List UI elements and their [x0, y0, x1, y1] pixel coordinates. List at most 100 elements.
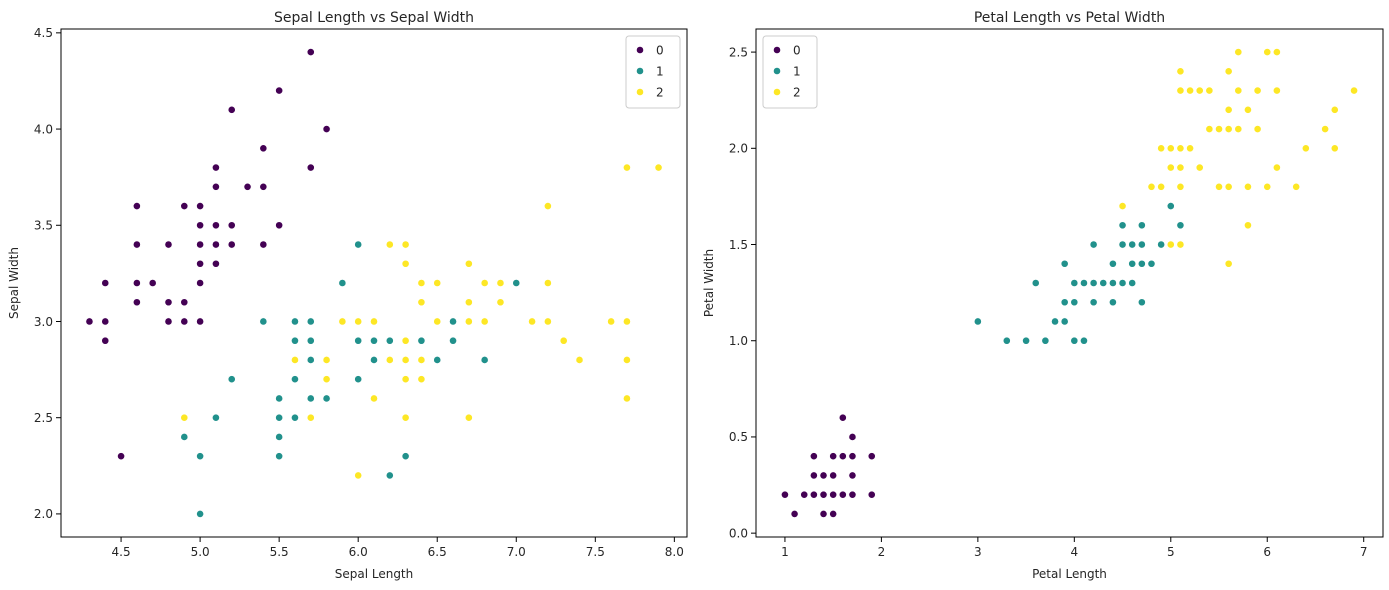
petal-data-points	[781, 48, 1358, 518]
sepal-point-class-2	[401, 336, 410, 345]
petal-point-class-2	[1118, 202, 1127, 210]
sepal-x-tick-label: 4.5	[112, 545, 131, 559]
sepal-point-class-1	[306, 356, 315, 364]
sepal-point-class-0	[227, 240, 236, 249]
sepal-point-class-1	[291, 375, 299, 384]
sepal-point-class-2	[354, 471, 363, 480]
sepal-point-class-2	[496, 298, 505, 307]
sepal-point-class-0	[101, 336, 110, 345]
petal-axes-frame	[755, 28, 1384, 538]
sepal-point-class-1	[449, 336, 457, 345]
sepal-point-class-2	[623, 317, 631, 326]
sepal-point-class-2	[623, 394, 631, 403]
sepal-point-class-1	[322, 394, 331, 403]
petal-point-class-0	[838, 490, 847, 499]
sepal-point-class-0	[180, 202, 189, 210]
sepal-point-class-1	[291, 413, 299, 422]
sepal-legend-label-class-0: 0	[656, 43, 664, 57]
petal-point-class-2	[1224, 182, 1233, 191]
petal-point-class-1	[1157, 240, 1166, 249]
sepal-point-class-0	[132, 279, 141, 287]
petal-point-class-0	[781, 490, 789, 499]
sepal-point-class-0	[306, 48, 315, 56]
sepal-point-class-1	[196, 510, 205, 518]
sepal-point-class-2	[464, 317, 473, 326]
sepal-point-class-1	[227, 375, 236, 384]
sepal-point-class-2	[401, 356, 410, 364]
sepal-y-tick-label: 4.0	[34, 122, 53, 136]
sepal-point-class-2	[607, 317, 616, 326]
petal-point-class-2	[1176, 67, 1185, 76]
petal-point-class-2	[1224, 259, 1233, 268]
petal-point-class-1	[1089, 279, 1098, 287]
petal-point-class-2	[1166, 144, 1175, 153]
sepal-point-class-1	[370, 336, 378, 345]
sepal-point-class-2	[464, 298, 473, 307]
sepal-point-class-2	[417, 375, 426, 384]
sepal-point-class-2	[433, 279, 442, 287]
sepal-point-class-2	[306, 413, 315, 422]
petal-point-class-1	[1041, 336, 1050, 345]
sepal-point-class-0	[196, 221, 205, 230]
sepal-point-class-1	[306, 336, 315, 345]
petal-point-class-2	[1215, 125, 1223, 133]
sepal-point-class-2	[543, 202, 552, 210]
petal-point-class-1	[1147, 259, 1156, 268]
petal-point-class-0	[848, 471, 857, 480]
petal-point-class-1	[973, 317, 982, 326]
sepal-point-class-1	[212, 413, 220, 422]
petal-x-tick-label: 2	[878, 545, 886, 559]
petal-y-tick-label: 0.0	[729, 526, 748, 540]
petal-point-class-2	[1186, 86, 1194, 95]
sepal-point-class-2	[401, 413, 410, 422]
sepal-point-class-2	[370, 394, 378, 403]
petal-legend: 0 1 2	[762, 35, 818, 109]
sepal-y-tick-label: 2.5	[34, 411, 53, 425]
petal-legend-marker-class-2	[773, 88, 781, 96]
petal-x-tick-label: 3	[974, 545, 982, 559]
petal-legend-label-class-0: 0	[793, 43, 801, 57]
petal-point-class-1	[1060, 259, 1069, 268]
sepal-point-class-1	[480, 356, 489, 364]
sepal-legend-box	[625, 35, 681, 109]
sepal-point-class-2	[417, 356, 426, 364]
sepal-y-tick-label: 3.0	[34, 315, 53, 329]
petal-point-class-2	[1292, 182, 1301, 191]
sepal-legend: 0 1 2	[625, 35, 681, 109]
petal-point-class-2	[1176, 144, 1185, 153]
petal-y-tick-label: 2.5	[729, 45, 748, 59]
petal-point-class-1	[1128, 259, 1137, 268]
sepal-y-tick-label: 3.5	[34, 219, 53, 233]
petal-point-class-2	[1234, 86, 1243, 95]
sepal-point-class-0	[243, 182, 252, 191]
sepal-point-class-1	[433, 356, 442, 364]
petal-point-class-1	[1080, 336, 1088, 345]
petal-point-class-2	[1272, 86, 1281, 95]
petal-point-class-0	[819, 510, 828, 518]
sepal-x-tick-label: 8.0	[665, 545, 684, 559]
petal-point-class-2	[1350, 86, 1358, 95]
petal-point-class-2	[1176, 86, 1185, 95]
sepal-point-class-0	[180, 317, 189, 326]
sepal-legend-label-class-2: 2	[656, 85, 664, 99]
petal-point-class-1	[1137, 221, 1146, 230]
sepal-point-class-2	[543, 279, 552, 287]
sepal-point-class-2	[654, 163, 663, 172]
petal-point-class-1	[1176, 221, 1185, 230]
petal-point-class-0	[819, 471, 828, 480]
petal-point-class-0	[819, 490, 828, 499]
sepal-point-class-1	[354, 336, 363, 345]
petal-point-class-2	[1263, 182, 1272, 191]
sepal-point-class-0	[212, 182, 220, 191]
sepal-y-tick-label: 2.0	[34, 507, 53, 521]
petal-point-class-2	[1195, 86, 1204, 95]
petal-point-class-2	[1234, 48, 1243, 56]
sepal-point-class-1	[275, 394, 284, 403]
sepal-point-class-2	[543, 317, 552, 326]
sepal-point-class-0	[101, 279, 110, 287]
sepal-point-class-2	[496, 279, 505, 287]
sepal-point-class-2	[322, 375, 331, 384]
petal-point-class-2	[1147, 182, 1156, 191]
petal-point-class-2	[1166, 163, 1175, 172]
sepal-point-class-0	[148, 279, 157, 287]
